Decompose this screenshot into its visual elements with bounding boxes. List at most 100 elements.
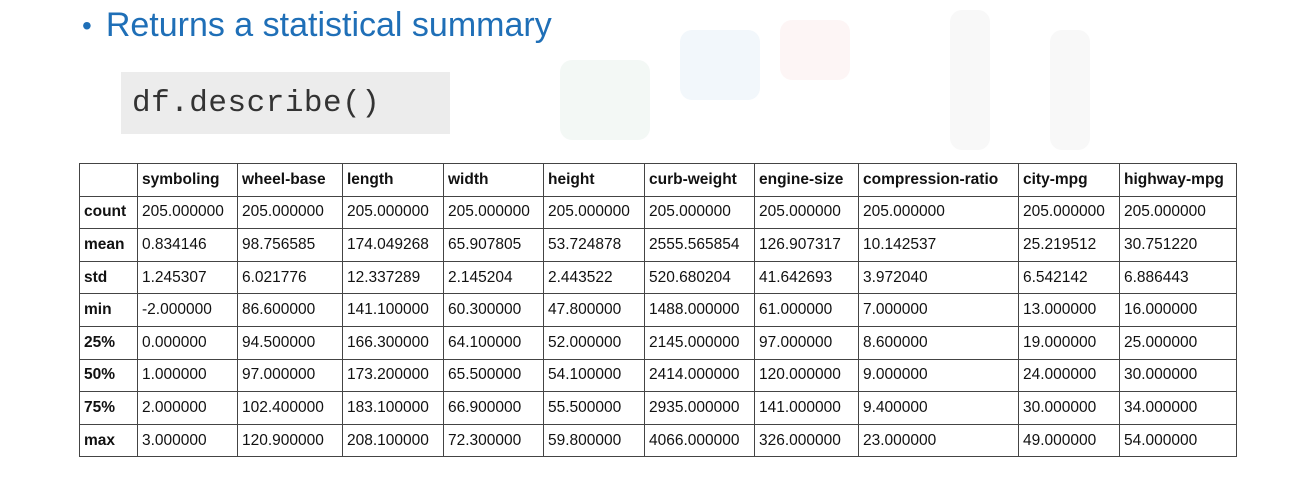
table-cell: 6.886443: [1119, 260, 1237, 295]
table-cell: 205.000000: [443, 195, 544, 230]
column-header: highway-mpg: [1119, 163, 1237, 197]
table-cell: 94.500000: [237, 325, 343, 360]
table-cell: 520.680204: [644, 260, 755, 295]
table-cell: 2414.000000: [644, 358, 755, 393]
table-cell: 54.000000: [1119, 423, 1237, 458]
table-cell: 102.400000: [237, 391, 343, 425]
table-cell: 34.000000: [1119, 391, 1237, 425]
table-cell: 41.642693: [754, 260, 859, 295]
table-cell: 126.907317: [754, 228, 859, 262]
table-cell: 3.972040: [858, 260, 1019, 295]
table-cell: 16.000000: [1119, 293, 1237, 327]
table-cell: 205.000000: [644, 195, 755, 230]
table-cell: 25.219512: [1018, 228, 1120, 262]
table-cell: 30.751220: [1119, 228, 1237, 262]
table-cell: 205.000000: [237, 195, 343, 230]
table-cell: 7.000000: [858, 293, 1019, 327]
row-label: 50%: [79, 358, 138, 393]
table-cell: 30.000000: [1018, 391, 1120, 425]
table-cell: 97.000000: [754, 325, 859, 360]
table-cell: 205.000000: [137, 195, 238, 230]
column-header: height: [543, 163, 645, 197]
table-cell: 174.049268: [342, 228, 444, 262]
row-label: 25%: [79, 325, 138, 360]
table-cell: 141.000000: [754, 391, 859, 425]
table-cell: 64.100000: [443, 325, 544, 360]
table-row: min -2.000000 86.600000 141.100000 60.30…: [79, 293, 1237, 327]
table-cell: 166.300000: [342, 325, 444, 360]
table-cell: 60.300000: [443, 293, 544, 327]
table-cell: 2935.000000: [644, 391, 755, 425]
column-header: symboling: [137, 163, 238, 197]
table-cell: 97.000000: [237, 358, 343, 393]
table-cell: -2.000000: [137, 293, 238, 327]
table-cell: 19.000000: [1018, 325, 1120, 360]
table-cell: 65.500000: [443, 358, 544, 393]
table-cell: 0.000000: [137, 325, 238, 360]
table-cell: 2.145204: [443, 260, 544, 295]
table-cell: 12.337289: [342, 260, 444, 295]
table-cell: 120.900000: [237, 423, 343, 458]
table-cell: 24.000000: [1018, 358, 1120, 393]
table-cell: 205.000000: [754, 195, 859, 230]
table-cell: 9.000000: [858, 358, 1019, 393]
describe-table: symboling wheel-base length width height…: [79, 163, 1237, 458]
table-cell: 1.000000: [137, 358, 238, 393]
table-cell: 13.000000: [1018, 293, 1120, 327]
row-label: mean: [79, 228, 138, 262]
table-cell: 23.000000: [858, 423, 1019, 458]
column-header: city-mpg: [1018, 163, 1120, 197]
table-row: 50% 1.000000 97.000000 173.200000 65.500…: [79, 358, 1237, 393]
table-cell: 52.000000: [543, 325, 645, 360]
table-cell: 55.500000: [543, 391, 645, 425]
slide-title-text: Returns a statistical summary: [105, 6, 552, 44]
table-cell: 2.000000: [137, 391, 238, 425]
table-cell: 3.000000: [137, 423, 238, 458]
row-label: 75%: [79, 391, 138, 425]
slide-title: • Returns a statistical summary: [82, 6, 552, 45]
column-header: curb-weight: [644, 163, 755, 197]
table-cell: 205.000000: [858, 195, 1019, 230]
table-cell: 2145.000000: [644, 325, 755, 360]
table-cell: 10.142537: [858, 228, 1019, 262]
table-cell: 53.724878: [543, 228, 645, 262]
table-cell: 49.000000: [1018, 423, 1120, 458]
row-label: std: [79, 260, 138, 295]
table-cell: 1488.000000: [644, 293, 755, 327]
table-row: std 1.245307 6.021776 12.337289 2.145204…: [79, 260, 1237, 295]
table-cell: 54.100000: [543, 358, 645, 393]
table-row: count 205.000000 205.000000 205.000000 2…: [79, 195, 1237, 230]
table-cell: 47.800000: [543, 293, 645, 327]
table-row: max 3.000000 120.900000 208.100000 72.30…: [79, 423, 1237, 458]
table-cell: 59.800000: [543, 423, 645, 458]
table-cell: 205.000000: [1018, 195, 1120, 230]
table-header-row: symboling wheel-base length width height…: [79, 163, 1237, 197]
table-row: mean 0.834146 98.756585 174.049268 65.90…: [79, 228, 1237, 262]
table-cell: 86.600000: [237, 293, 343, 327]
table-cell: 9.400000: [858, 391, 1019, 425]
table-cell: 2.443522: [543, 260, 645, 295]
table-cell: 0.834146: [137, 228, 238, 262]
table-cell: 120.000000: [754, 358, 859, 393]
code-snippet: df.describe(): [121, 72, 450, 134]
table-cell: 4066.000000: [644, 423, 755, 458]
table-cell: 6.542142: [1018, 260, 1120, 295]
row-label: min: [79, 293, 138, 327]
table-cell: 1.245307: [137, 260, 238, 295]
table-cell: 25.000000: [1119, 325, 1237, 360]
table-cell: 205.000000: [342, 195, 444, 230]
table-cell: 98.756585: [237, 228, 343, 262]
column-header: width: [443, 163, 544, 197]
table-cell: 65.907805: [443, 228, 544, 262]
column-header: engine-size: [754, 163, 859, 197]
column-header: length: [342, 163, 444, 197]
table-cell: 61.000000: [754, 293, 859, 327]
table-cell: 141.100000: [342, 293, 444, 327]
column-header: compression-ratio: [858, 163, 1019, 197]
row-label: count: [79, 195, 138, 230]
table-cell: 173.200000: [342, 358, 444, 393]
table-row: 75% 2.000000 102.400000 183.100000 66.90…: [79, 391, 1237, 425]
table-cell: 205.000000: [543, 195, 645, 230]
table-cell: 30.000000: [1119, 358, 1237, 393]
table-cell: 6.021776: [237, 260, 343, 295]
